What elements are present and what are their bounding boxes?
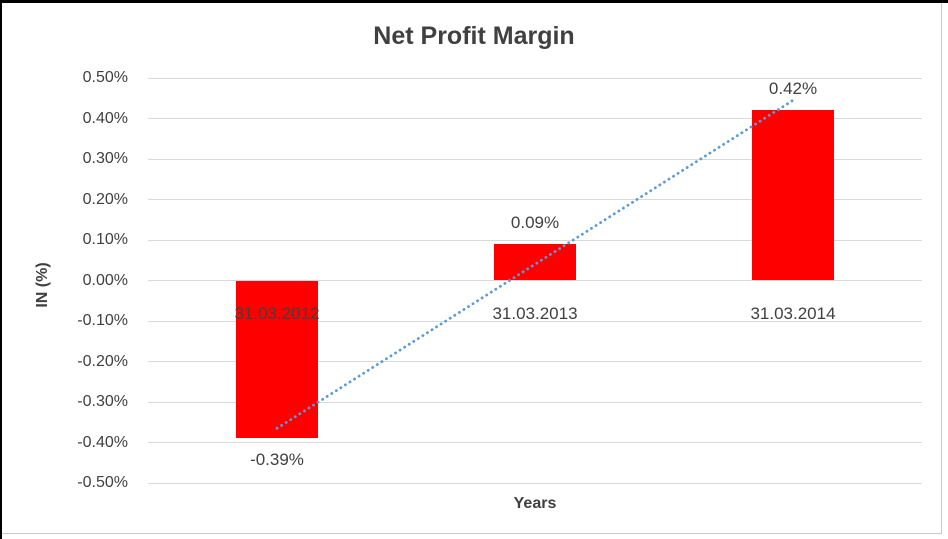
y-axis-tick-label: -0.30% xyxy=(77,393,128,410)
left-border xyxy=(0,0,2,539)
gridline xyxy=(148,401,922,403)
x-axis-category-label: 31.03.2013 xyxy=(492,303,578,323)
gridline xyxy=(148,199,922,200)
y-axis-tick-label: 0.10% xyxy=(82,231,128,248)
chart-area-border xyxy=(2,3,942,534)
gridline xyxy=(148,482,922,484)
chart-title: Net Profit Margin xyxy=(373,22,575,50)
x-axis-category-label: 31.03.2012 xyxy=(234,303,320,323)
y-axis-tick-label: 0.20% xyxy=(82,190,128,208)
bar-value-label: 0.42% xyxy=(768,79,818,99)
gridline xyxy=(148,118,922,119)
gridline xyxy=(148,280,922,281)
bar-value-label: 0.09% xyxy=(510,213,560,233)
y-axis-tick-label: -0.40% xyxy=(77,433,128,451)
y-axis-tick-label: -0.20% xyxy=(77,352,128,370)
gridline xyxy=(148,361,922,362)
x-axis-title: Years xyxy=(513,495,557,512)
x-axis-category-label: 31.03.2014 xyxy=(750,303,836,323)
gridline xyxy=(148,442,922,443)
y-axis-tick-label: 0.40% xyxy=(82,109,128,127)
bar-31.03.2013 xyxy=(494,244,576,281)
linear-trendline xyxy=(275,98,795,430)
gridline xyxy=(148,77,922,79)
gridline xyxy=(148,158,922,160)
trendline-layer xyxy=(275,98,795,430)
y-axis-tick-label: -0.50% xyxy=(77,474,128,491)
gridline xyxy=(148,239,922,241)
y-axis-tick-label: 0.30% xyxy=(82,150,128,167)
gridline xyxy=(148,320,922,322)
bar-value-label: -0.39% xyxy=(250,450,304,470)
y-axis-tick-label: -0.10% xyxy=(77,312,128,329)
y-axis-tick-label: 0.50% xyxy=(82,69,128,86)
y-axis-tick-label: 0.00% xyxy=(82,271,128,289)
bar-31.03.2014 xyxy=(752,110,834,281)
top-border xyxy=(0,0,948,3)
